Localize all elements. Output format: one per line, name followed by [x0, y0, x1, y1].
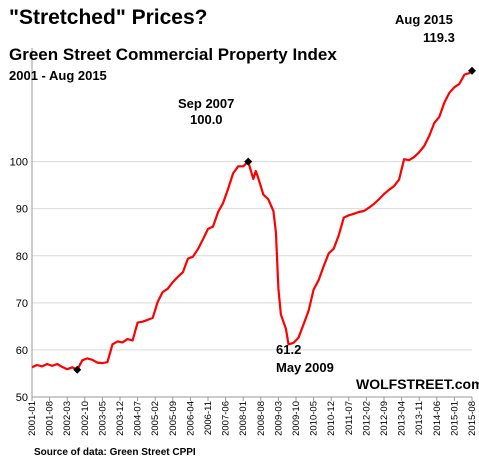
- y-tick-label: 80: [16, 251, 28, 263]
- brand-watermark: WOLFSTREET.com: [356, 376, 479, 392]
- x-tick-label: 2013-11: [414, 401, 425, 435]
- y-tick-label: 90: [16, 204, 28, 216]
- y-axis-ticks: 50 60 70 80 90 100: [10, 157, 28, 404]
- series-area: [31, 69, 473, 371]
- x-tick-label: 2011-07: [344, 401, 355, 435]
- annotation-markers: [73, 66, 476, 374]
- x-tick-label: 2002-03: [62, 401, 73, 436]
- peak-2007-marker: [244, 157, 253, 166]
- x-tick-label: 2003-12: [115, 401, 126, 436]
- peak-2007-date: Sep 2007: [178, 96, 235, 111]
- y-tick-label: 100: [10, 157, 28, 169]
- x-tick-label: 2004-07: [133, 401, 144, 436]
- x-tick-label: 2005-02: [150, 401, 161, 436]
- series-line: [31, 69, 473, 371]
- x-tick-label: 2008-01: [238, 401, 249, 436]
- x-tick-label: 2001-01: [27, 401, 38, 436]
- x-tick-label: 2006-11: [203, 401, 214, 435]
- x-tick-label: 2015-08: [467, 401, 478, 436]
- chart-title: "Stretched" Prices?: [9, 6, 208, 29]
- x-tick-label: 2014-06: [432, 401, 443, 436]
- latest-value: 119.3: [423, 30, 455, 45]
- y-tick-label: 60: [16, 345, 28, 357]
- x-tick-label: 2010-12: [326, 401, 337, 436]
- axes: [31, 48, 472, 398]
- x-tick-label: 2005-09: [168, 401, 179, 436]
- x-axis-ticks: 2001-01 2001-08 2002-03 2002-10 2003-05 2003-…: [27, 397, 478, 436]
- x-tick-label: 2006-04: [185, 401, 196, 436]
- x-tick-label: 2008-08: [256, 401, 267, 436]
- x-tick-label: 2012-09: [379, 401, 390, 436]
- x-tick-label: 2009-10: [291, 401, 302, 436]
- trough-2009-value: 61.2: [276, 342, 302, 357]
- x-tick-label: 2015-01: [449, 401, 460, 436]
- x-tick-label: 2010-05: [309, 401, 320, 436]
- x-tick-label: 2002-10: [80, 401, 91, 436]
- x-tick-label: 2009-03: [273, 401, 284, 436]
- x-tick-label: 2012-02: [361, 401, 372, 436]
- source-note: Source of data: Green Street CPPI: [34, 447, 196, 458]
- x-tick-label: 2001-08: [45, 401, 56, 436]
- peak-2007-value: 100.0: [190, 112, 223, 127]
- x-tick-label: 2003-05: [97, 401, 108, 436]
- latest-marker: [468, 66, 476, 75]
- chart-subtitle: Green Street Commercial Property Index: [9, 45, 337, 64]
- y-tick-label: 70: [16, 298, 28, 310]
- latest-date: Aug 2015: [395, 12, 453, 27]
- trough-2009-marker: [73, 365, 82, 374]
- x-tick-label: 2013-04: [397, 401, 408, 436]
- date-range: 2001 - Aug 2015: [9, 68, 107, 83]
- trough-2009-date: May 2009: [276, 360, 334, 375]
- y-tick-label: 50: [16, 392, 28, 404]
- x-tick-label: 2007-06: [221, 401, 232, 436]
